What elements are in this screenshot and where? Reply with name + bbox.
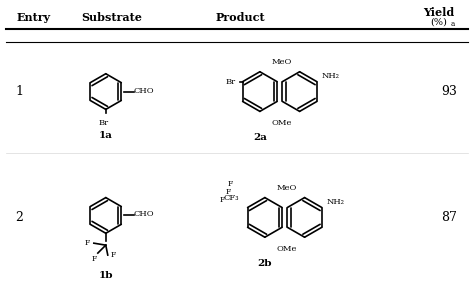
Text: Entry: Entry bbox=[16, 12, 50, 23]
Text: F: F bbox=[220, 196, 225, 203]
Text: MeO: MeO bbox=[272, 58, 292, 66]
Text: a: a bbox=[451, 20, 455, 28]
Text: 1: 1 bbox=[15, 85, 23, 98]
Text: OMe: OMe bbox=[272, 119, 292, 127]
Text: F: F bbox=[91, 255, 97, 263]
Text: Br: Br bbox=[99, 119, 109, 127]
Text: F: F bbox=[111, 251, 116, 259]
Text: Product: Product bbox=[215, 12, 265, 23]
Text: CHO: CHO bbox=[134, 87, 154, 95]
Text: Yield: Yield bbox=[423, 7, 455, 18]
Text: NH₂: NH₂ bbox=[321, 72, 339, 80]
Text: 93: 93 bbox=[441, 85, 456, 98]
Text: Br: Br bbox=[226, 78, 236, 86]
Text: 2b: 2b bbox=[257, 259, 272, 268]
Text: 1a: 1a bbox=[99, 131, 113, 140]
Text: Substrate: Substrate bbox=[81, 12, 142, 23]
Text: 2: 2 bbox=[15, 211, 23, 224]
Text: MeO: MeO bbox=[276, 184, 297, 192]
Text: 87: 87 bbox=[441, 211, 456, 224]
Text: NH₂: NH₂ bbox=[327, 198, 345, 206]
Text: F: F bbox=[226, 188, 231, 196]
Text: F: F bbox=[85, 239, 90, 247]
Text: 2a: 2a bbox=[253, 133, 267, 142]
Text: 1b: 1b bbox=[99, 271, 113, 280]
Text: CF₃: CF₃ bbox=[223, 194, 239, 202]
Text: F: F bbox=[228, 180, 233, 188]
Text: CHO: CHO bbox=[134, 211, 154, 218]
Text: OMe: OMe bbox=[276, 245, 297, 253]
Text: (%): (%) bbox=[430, 18, 447, 27]
